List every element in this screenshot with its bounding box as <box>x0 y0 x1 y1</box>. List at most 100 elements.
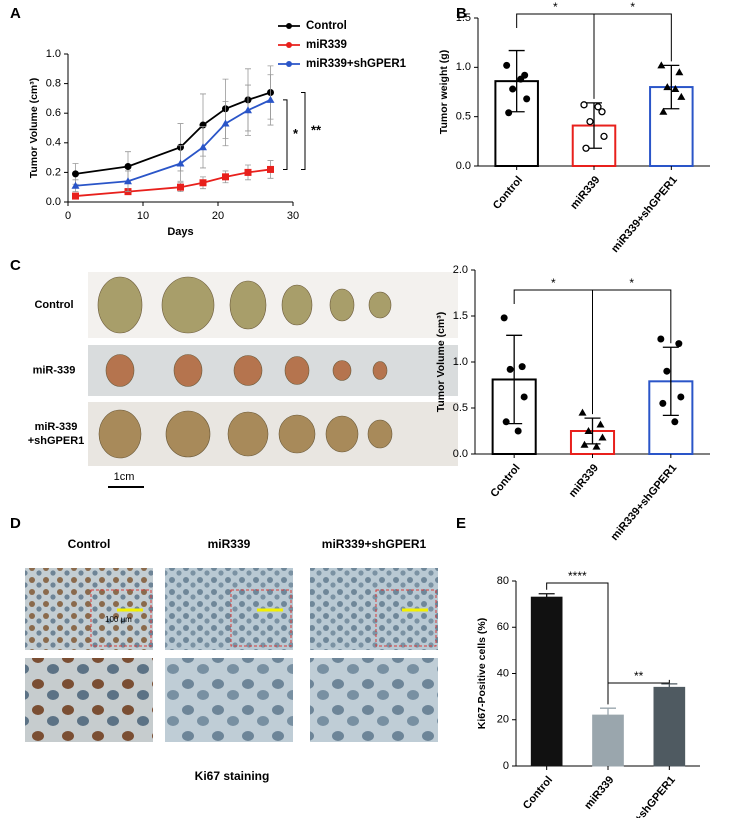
bracket <box>607 679 670 705</box>
marker <box>244 106 252 114</box>
y-tick-label: 0.2 <box>46 166 61 178</box>
marker <box>580 440 589 448</box>
bar <box>530 596 563 767</box>
panel-label: C <box>10 257 21 274</box>
error-bar <box>663 64 680 110</box>
marker <box>506 365 514 373</box>
marker <box>222 173 229 181</box>
y-tick-label: 80 <box>497 575 509 587</box>
bar <box>592 714 624 767</box>
x-tick-label: miR339 <box>568 174 602 212</box>
marker <box>518 363 526 371</box>
tumor-photo <box>88 272 458 338</box>
error-bar <box>661 683 678 688</box>
y-axis-title: Tumor Volume (cm³) <box>435 312 447 413</box>
marker <box>266 95 275 103</box>
x-tick-label: 10 <box>137 210 149 222</box>
marker <box>523 95 531 103</box>
marker <box>592 442 601 450</box>
marker <box>598 433 607 441</box>
marker <box>221 119 230 127</box>
marker <box>663 83 672 91</box>
marker <box>502 418 510 426</box>
marker <box>520 393 528 401</box>
tumor <box>367 419 393 449</box>
tumor <box>227 411 269 457</box>
ihc-zoom <box>165 658 293 742</box>
series-line <box>75 91 271 175</box>
marker <box>124 177 132 185</box>
tumor <box>284 356 310 385</box>
error-bar <box>538 593 555 598</box>
y-tick-label: 1.0 <box>453 356 468 368</box>
marker <box>199 179 207 187</box>
marker <box>177 183 184 191</box>
row-label: miR-339 <box>35 421 78 433</box>
tumor-photo <box>88 345 458 396</box>
y-tick-label: 60 <box>497 621 509 633</box>
panel-label: B <box>456 5 467 22</box>
legend-label: Control <box>306 20 347 32</box>
y-tick-label: 0.4 <box>46 137 61 149</box>
significance: **** <box>568 569 587 583</box>
marker <box>176 159 185 167</box>
marker <box>124 162 132 170</box>
zoom-box <box>90 589 152 647</box>
zoom-box <box>230 589 292 647</box>
x-tick-label: 0 <box>65 210 71 222</box>
x-tick-label: Control <box>491 174 525 212</box>
bracket <box>301 91 306 170</box>
marker <box>657 61 666 69</box>
tumor-photo <box>88 402 458 466</box>
ihc-zoom <box>310 658 438 742</box>
tumor <box>368 291 392 319</box>
marker <box>72 170 79 178</box>
significance: * <box>630 0 635 14</box>
marker <box>72 192 79 200</box>
bracket <box>592 289 672 344</box>
bracket <box>516 13 595 99</box>
bracket <box>513 289 593 415</box>
marker <box>267 165 274 173</box>
significance: * <box>551 276 556 290</box>
marker <box>71 181 80 189</box>
scale-label: 1cm <box>114 471 135 483</box>
y-tick-label: 0.0 <box>456 160 471 172</box>
legend-dot <box>286 23 292 29</box>
tumor <box>105 354 135 387</box>
x-tick-label: Control <box>521 774 555 812</box>
x-tick-label: miR339+shGPER1 <box>609 462 680 543</box>
panel-label: E <box>456 515 466 532</box>
tumor <box>332 360 352 381</box>
marker <box>663 367 671 375</box>
caption: Ki67 staining <box>195 769 270 783</box>
row-label: miR-339 <box>33 364 76 376</box>
marker <box>675 340 683 348</box>
marker <box>659 107 668 115</box>
bracket <box>593 13 672 62</box>
tumor <box>325 415 359 453</box>
y-tick-label: 20 <box>497 714 509 726</box>
ihc-zoom <box>25 658 153 742</box>
tumor <box>229 280 267 330</box>
marker <box>582 144 590 152</box>
marker <box>580 101 588 109</box>
bracket <box>546 582 609 705</box>
y-tick-label: 0.5 <box>453 402 468 414</box>
column-label: miR339+shGPER1 <box>322 537 427 551</box>
significance: * <box>629 276 634 290</box>
y-tick-label: 1.5 <box>456 12 471 24</box>
y-tick-label: 0.0 <box>453 448 468 460</box>
y-tick-label: 40 <box>497 667 509 679</box>
x-tick-label: 30 <box>287 210 299 222</box>
x-tick-label: 20 <box>212 210 224 222</box>
marker <box>199 143 207 151</box>
marker <box>675 68 684 76</box>
tumor <box>233 355 263 386</box>
scale-label: 100 μm <box>105 615 132 624</box>
error-bar <box>600 707 616 716</box>
zoom-box <box>375 589 437 647</box>
column-label: miR339 <box>208 537 251 551</box>
x-tick-label: miR339 <box>567 462 601 500</box>
marker <box>514 427 522 435</box>
